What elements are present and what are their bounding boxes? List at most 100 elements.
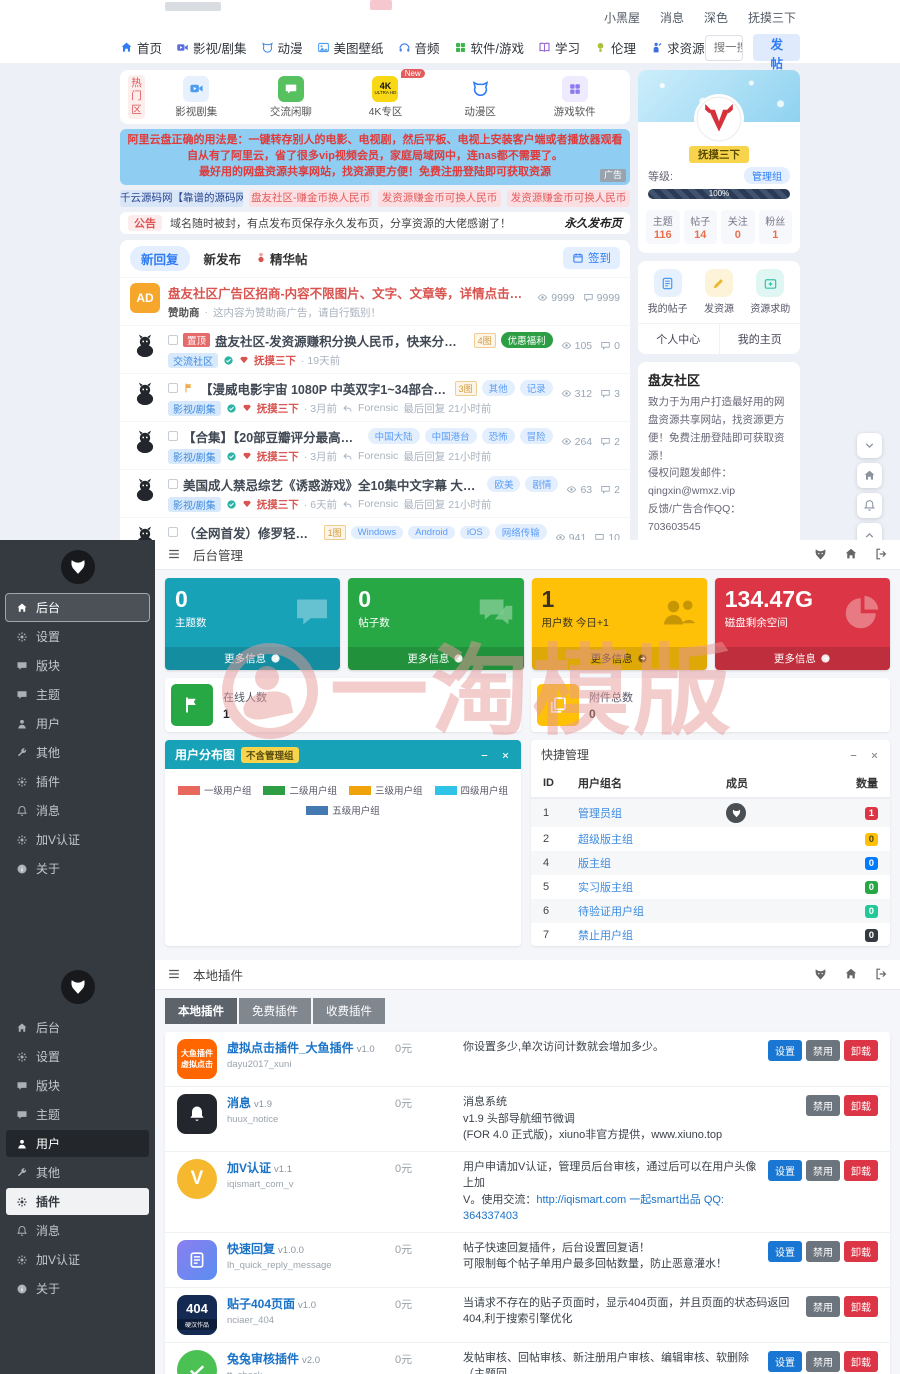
- thread-tag[interactable]: 恐怖: [481, 428, 515, 445]
- sidebar-item-other[interactable]: 其他: [6, 739, 149, 766]
- logout-button[interactable]: [874, 967, 888, 982]
- thread-title[interactable]: 盘友社区广告区招商-内容不限图片、文字、文章等，详情点击插件，投放请联系QQ：7…: [168, 286, 530, 301]
- profile-stat-帖子[interactable]: 帖子 14: [683, 210, 717, 244]
- thread-author[interactable]: 抚摸三下: [254, 354, 296, 367]
- plugin-disable-button[interactable]: 禁用: [806, 1295, 840, 1317]
- nav-item-学习[interactable]: 学习: [538, 38, 580, 57]
- nav-item-音频[interactable]: 音频: [398, 38, 440, 57]
- thread-tab-新发布[interactable]: 新发布: [203, 252, 242, 267]
- thread-category[interactable]: 交流社区: [168, 352, 218, 368]
- fab-notifications-button[interactable]: [857, 493, 882, 518]
- close-button[interactable]: [869, 748, 880, 762]
- thread-author-avatar[interactable]: [130, 379, 160, 409]
- thread-tag[interactable]: 网络传输: [494, 524, 547, 540]
- fab-back-to-top-button[interactable]: [857, 523, 882, 540]
- thread-tag[interactable]: 其他: [481, 380, 515, 397]
- plugin-name[interactable]: 加V认证 v1.1: [227, 1160, 292, 1175]
- thread-author[interactable]: 抚摸三下: [256, 450, 299, 463]
- thread-checkbox[interactable]: [168, 479, 178, 490]
- thread-author-avatar[interactable]: [130, 331, 160, 361]
- sidebar-item-users[interactable]: 用户: [6, 710, 149, 737]
- plugin-uninstall-button[interactable]: 卸载: [844, 1350, 878, 1372]
- thread-tag[interactable]: 冒险: [519, 428, 553, 445]
- plugin-settings-button[interactable]: 设置: [768, 1040, 802, 1061]
- logout-button[interactable]: [874, 547, 888, 562]
- plugin-name[interactable]: 虚拟点击插件_大鱼插件 v1.0: [227, 1041, 375, 1055]
- plugin-link[interactable]: http://iqismart.com 一起smart出品 QQ: 364337…: [463, 1193, 724, 1223]
- search-input[interactable]: [705, 41, 743, 54]
- shortcut-发资源[interactable]: 发资源: [693, 269, 744, 323]
- home-button[interactable]: [844, 967, 858, 982]
- plugin-name[interactable]: 兔兔审核插件 v2.0: [227, 1351, 320, 1366]
- plugin-disable-button[interactable]: 禁用: [806, 1240, 840, 1262]
- group-link[interactable]: 禁止用户组: [578, 930, 633, 942]
- plugin-disable-button[interactable]: 禁用: [806, 1095, 840, 1116]
- friend-link[interactable]: 盘友社区-赚金币换人民币: [249, 189, 372, 207]
- sidebar-item-settings[interactable]: 设置: [6, 623, 149, 650]
- thread-tag[interactable]: 记录: [519, 380, 553, 397]
- sidebar-item-verify[interactable]: 加V认证: [6, 1246, 149, 1273]
- thread-tag[interactable]: iOS: [459, 525, 490, 539]
- sidebar-item-dashboard[interactable]: 后台: [5, 593, 150, 622]
- group-link[interactable]: 超级版主组: [578, 834, 633, 846]
- sidebar-item-forums[interactable]: 版块: [6, 1072, 149, 1099]
- thread-tag[interactable]: Windows: [350, 525, 404, 539]
- last-reply-user[interactable]: Forensic: [358, 498, 399, 511]
- profile-username[interactable]: 抚摸三下: [689, 146, 749, 163]
- sidebar-item-other[interactable]: 其他: [6, 1159, 149, 1186]
- plugin-uninstall-button[interactable]: 卸载: [844, 1040, 878, 1061]
- friend-link[interactable]: 发资源赚金币可换人民币: [378, 189, 501, 207]
- thread-tag[interactable]: 中国港台: [424, 428, 477, 445]
- thread-author-avatar[interactable]: [130, 523, 160, 540]
- blackhouse-link[interactable]: 小黑屋: [603, 11, 640, 25]
- thread-tab-新回复[interactable]: 新回复: [130, 245, 190, 271]
- ad-banner[interactable]: 阿里云盘正确的用法是：一键转存别人的电影、电视剧，然后平板、电视上安装客户端或者…: [120, 129, 630, 185]
- nav-item-动漫[interactable]: 动漫: [261, 38, 303, 57]
- thread-title[interactable]: 【合集】【20部豆瓣评分最高的高分恐怖片】: [183, 430, 363, 445]
- plugin-disable-button[interactable]: 禁用: [806, 1159, 840, 1181]
- thread-checkbox[interactable]: [168, 335, 178, 346]
- friend-link[interactable]: 千云源码网【靠谱的源码网】: [120, 189, 243, 207]
- hot-section-4K专区[interactable]: New 4K ULTRA HD 4K专区: [338, 68, 433, 119]
- sidebar-item-topics[interactable]: 主题: [6, 681, 149, 708]
- profile-icon-button[interactable]: [813, 547, 828, 563]
- thread-tag[interactable]: 欧美: [487, 476, 521, 493]
- more-info-link[interactable]: 更多信息: [714, 647, 890, 670]
- thread-title[interactable]: 美国成人禁忌综艺《诱惑游戏》全10集中文字幕 大尺度三观: [183, 478, 483, 493]
- more-info-link[interactable]: 更多信息: [531, 647, 707, 670]
- sidebar-item-users[interactable]: 用户: [6, 1130, 149, 1157]
- user-group-badge[interactable]: 管理组: [744, 167, 790, 184]
- plugin-settings-button[interactable]: 设置: [768, 1350, 802, 1372]
- profile-icon-button[interactable]: [813, 967, 828, 983]
- fab-home-button[interactable]: [857, 463, 882, 488]
- home-button[interactable]: [844, 547, 858, 562]
- profile-stat-粉丝[interactable]: 粉丝 1: [758, 210, 792, 244]
- menu-toggle[interactable]: [167, 967, 181, 982]
- close-button[interactable]: [500, 748, 511, 762]
- thread-tag[interactable]: 剧情: [525, 476, 559, 493]
- plugin-disable-button[interactable]: 禁用: [806, 1350, 840, 1372]
- thread-title[interactable]: （全网首发）修罗轻论坛程序Xiuno4.12版+百款实用免费+收费插件: [183, 526, 319, 540]
- profile-stat-主题[interactable]: 主题 116: [646, 210, 680, 244]
- sidebar-item-plugins[interactable]: 插件: [6, 768, 149, 795]
- thread-title[interactable]: 【漫威电影宇宙 1080P 中英双字1~34部合集】: [200, 382, 450, 397]
- menu-toggle[interactable]: [167, 547, 181, 562]
- user-menu[interactable]: 抚摸三下: [747, 11, 796, 25]
- sidebar-item-dashboard[interactable]: 后台: [6, 1014, 149, 1041]
- hot-section-动漫区[interactable]: 动漫区: [433, 76, 528, 119]
- plugin-tab-本地插件[interactable]: 本地插件: [165, 998, 237, 1024]
- group-link[interactable]: 版主组: [578, 858, 611, 870]
- thread-checkbox[interactable]: [168, 431, 178, 442]
- minimize-button[interactable]: [479, 748, 490, 762]
- more-info-link[interactable]: 更多信息: [348, 647, 524, 670]
- nav-item-首页[interactable]: 首页: [120, 38, 162, 57]
- plugin-name[interactable]: 消息 v1.9: [227, 1096, 272, 1110]
- last-reply-user[interactable]: Forensic: [358, 402, 399, 415]
- group-link[interactable]: 实习版主组: [578, 882, 633, 894]
- thread-author-avatar[interactable]: [130, 427, 160, 457]
- nav-item-影视/剧集[interactable]: 影视/剧集: [176, 38, 247, 57]
- nav-item-美图壁纸[interactable]: 美图壁纸: [317, 38, 384, 57]
- plugin-settings-button[interactable]: 设置: [768, 1159, 802, 1181]
- hot-section-游戏软件[interactable]: 游戏软件: [527, 75, 622, 119]
- shortcut-我的帖子[interactable]: 我的帖子: [642, 269, 693, 323]
